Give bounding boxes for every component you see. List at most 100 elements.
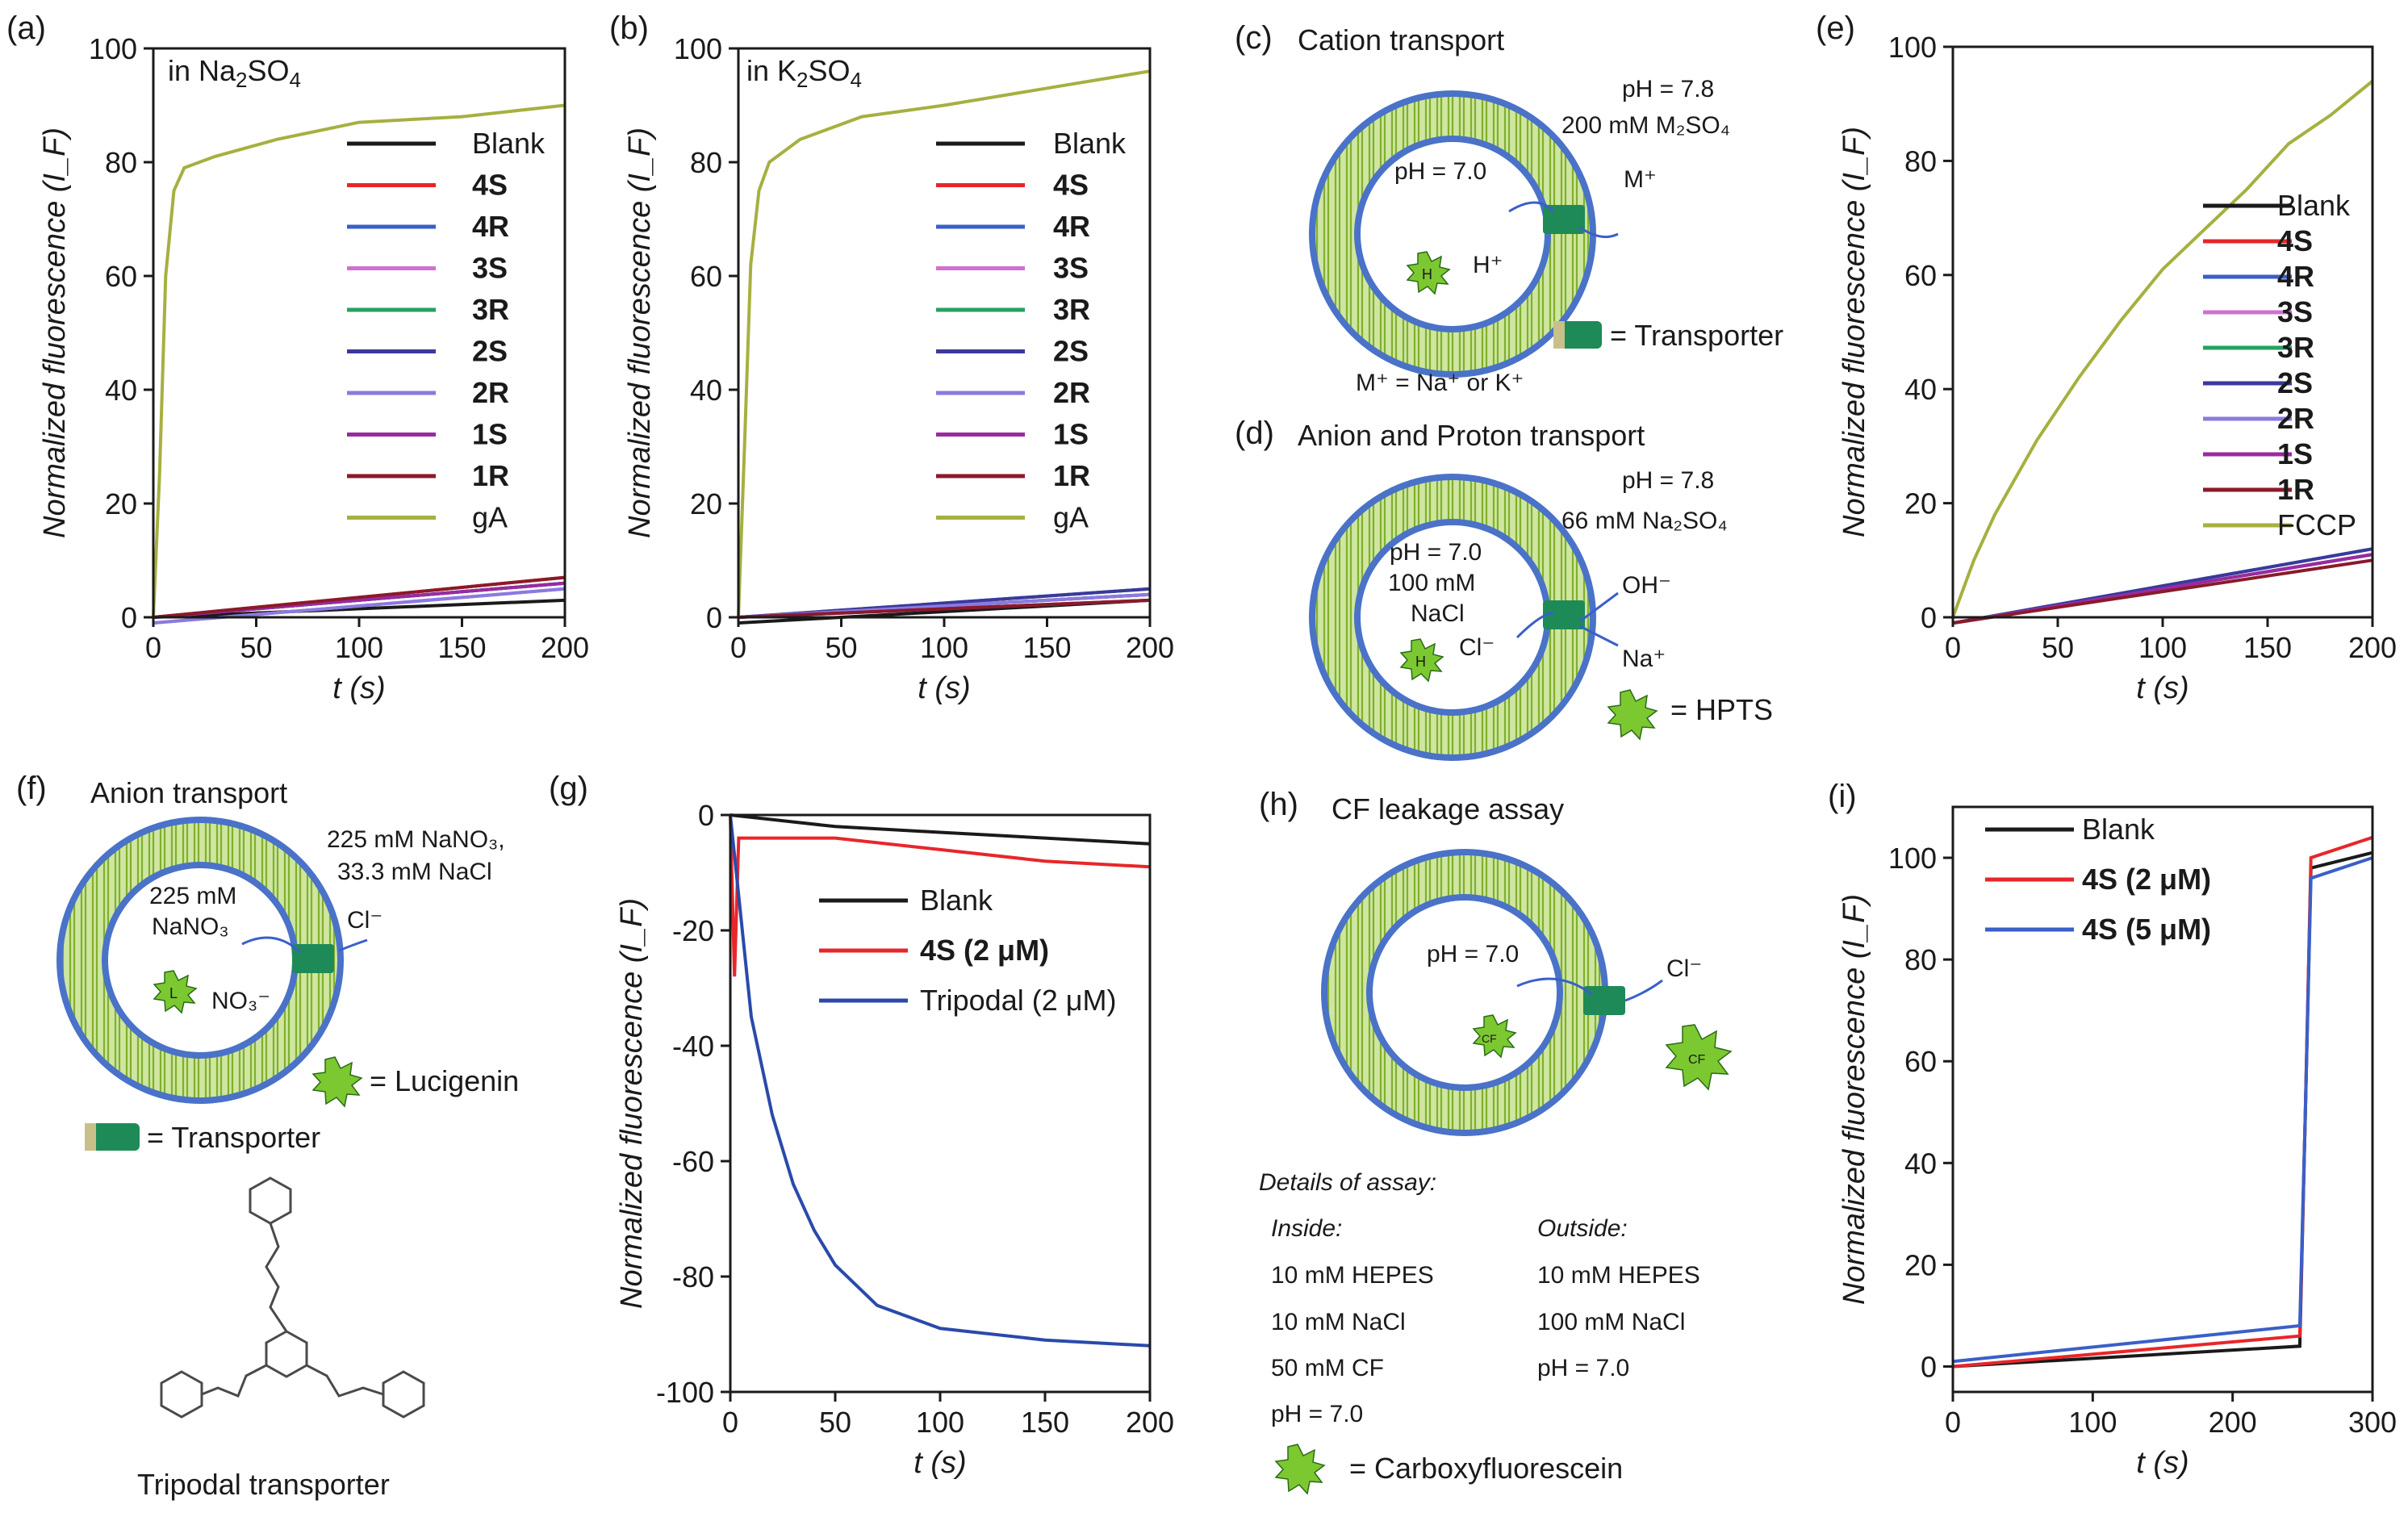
series-line-a-8: [153, 575, 566, 619]
legend-label-b-0: Blank: [1053, 127, 1127, 160]
lucigenin-legend-icon: [311, 1056, 363, 1108]
panel-d-salt-in-1: 100 mM: [1388, 570, 1475, 596]
x-tick-label-g-1: 50: [819, 1406, 851, 1439]
chart-g: 0 50 100 150 200 0 -20 -40 -60 -80 -100 t (s) Normal…: [615, 799, 1174, 1480]
legend-label-i-2: 4S (5 μM): [2082, 913, 2211, 946]
cf-dye-outside: [1665, 1024, 1733, 1091]
panel-a-tag: in Na2SO4: [168, 54, 301, 92]
legend-label-e-7: 1S: [2277, 437, 2313, 470]
panel-f-salt-in-2: NaNO₃: [152, 913, 229, 940]
chart-i: 0 100 200 300 0 20 40 60 80 100 t (s) Normalized fl…: [1837, 805, 2397, 1480]
y-tick-label-g-0: 0: [698, 799, 714, 832]
panel-f-salt-out-2: 33.3 mM NaCl: [337, 859, 492, 885]
x-tick-label-a-2: 100: [335, 631, 383, 664]
y-tick-label-g-2: -40: [672, 1030, 714, 1063]
panel-h-details-title: Details of assay:: [1259, 1169, 1436, 1196]
x-tick-label-g-0: 0: [722, 1406, 738, 1439]
legend-label-a-7: 1S: [472, 418, 508, 451]
legend-label-a-0: Blank: [472, 127, 546, 160]
legend-label-a-3: 3S: [472, 252, 508, 285]
legend-label-a-9: gA: [472, 501, 508, 534]
panel-f-ion-no3: NO₃⁻: [211, 988, 270, 1014]
y-tick-label-g-1: -20: [672, 914, 714, 947]
panel-d-salt-out: 66 mM Na₂SO₄: [1561, 508, 1728, 534]
series-line-a-0: [153, 598, 566, 619]
panel-c-salt-out: 200 mM M₂SO₄: [1561, 112, 1730, 139]
vesicle-h-lumen: [1373, 901, 1557, 1084]
arrow-c-in: [1508, 201, 1555, 213]
legend-label-b-8: 1R: [1053, 459, 1090, 492]
legend-label-e-1: 4S: [2277, 224, 2313, 257]
y-axis-label-i: Normalized fluorescence (I_F): [1837, 894, 1871, 1305]
series-line-i-2: [1952, 856, 2373, 1364]
tripodal-structure: [160, 1176, 425, 1419]
panel-d-dye-label: H: [1415, 654, 1426, 670]
x-tick-label-a-4: 200: [541, 631, 589, 664]
y-tick-label-b-0: 0: [706, 601, 722, 634]
legend-label-b-6: 2R: [1053, 376, 1090, 409]
y-tick-label-a-3: 60: [105, 260, 137, 293]
panel-h-inside-2: 50 mM CF: [1271, 1355, 1384, 1381]
transporter-legend-f: [85, 1123, 140, 1151]
arrow-h-in: [1516, 977, 1592, 996]
legend-label-b-2: 4R: [1053, 210, 1090, 243]
y-tick-label-b-2: 40: [690, 374, 722, 407]
y-tick-label-i-0: 0: [1921, 1350, 1937, 1383]
x-tick-label-b-3: 150: [1022, 631, 1071, 664]
panel-f-schematic: Anion transport 225 mM NaNO₃, 33.3 mM Na…: [56, 776, 519, 1501]
x-tick-label-e-4: 200: [2348, 631, 2397, 664]
legend-label-b-9: gA: [1053, 501, 1089, 534]
transporter-legend-c: [1553, 321, 1602, 349]
legend-label-a-5: 2S: [472, 335, 508, 368]
transporter-d: [1543, 600, 1585, 629]
legend-label-e-6: 2R: [2277, 402, 2314, 435]
y-axis-label-b: Normalized fluorescence (I_F): [623, 127, 657, 538]
panel-c-ph-in: pH = 7.0: [1394, 158, 1486, 185]
series-line-g-0: [730, 813, 1151, 846]
x-tick-label-i-0: 0: [1945, 1406, 1961, 1439]
y-tick-label-g-5: -100: [656, 1376, 714, 1409]
panel-h-legend-dye: = Carboxyfluorescein: [1349, 1452, 1623, 1485]
legend-label-e-0: Blank: [2277, 189, 2351, 222]
arrow-f-out: [241, 936, 302, 954]
y-tick-label-a-5: 100: [89, 32, 137, 65]
x-tick-label-e-1: 50: [2042, 631, 2074, 664]
panel-h-inside-1: 10 mM NaCl: [1271, 1309, 1406, 1335]
legend-label-g-2: Tripodal (2 μM): [920, 984, 1116, 1017]
panel-i-letter: (i): [1828, 779, 1857, 814]
arrow-c-out: [1579, 226, 1619, 239]
transporter-h: [1583, 986, 1625, 1015]
x-tick-label-b-1: 50: [825, 631, 857, 664]
series-line-b-8: [738, 598, 1151, 619]
x-axis-label-a: t (s): [332, 671, 385, 705]
x-tick-label-b-2: 100: [920, 631, 968, 664]
cf-legend-icon: [1274, 1444, 1326, 1495]
arrow-d-out-oh: [1579, 591, 1619, 623]
panel-b-tag: in K2SO4: [746, 54, 862, 92]
legend-label-a-6: 2R: [472, 376, 509, 409]
series-line-g-1: [729, 814, 1151, 977]
x-axis-label-i: t (s): [2136, 1446, 2189, 1480]
panel-f-title: Anion transport: [90, 776, 287, 809]
panel-d-title: Anion and Proton transport: [1298, 419, 1645, 452]
arrow-d-in: [1515, 612, 1554, 639]
legend-label-e-9: FCCP: [2277, 508, 2356, 541]
y-tick-label-e-0: 0: [1921, 601, 1937, 634]
series-line-e-8: [1952, 558, 2373, 625]
y-tick-label-g-3: -60: [672, 1145, 714, 1178]
arrow-f-in: [338, 938, 368, 952]
legend-label-g-1: 4S (2 μM): [920, 934, 1049, 967]
panel-c-legend-transporter: = Transporter: [1610, 319, 1783, 352]
panel-c-dye-label: H: [1422, 266, 1432, 282]
transporter-legend-c-cap: [1553, 321, 1565, 349]
legend-label-b-7: 1S: [1053, 418, 1089, 451]
x-axis-label-g: t (s): [913, 1446, 966, 1480]
y-tick-label-e-5: 100: [1888, 31, 1937, 64]
panel-c-title: Cation transport: [1298, 23, 1504, 56]
hpts-dye-d: [1399, 638, 1444, 683]
panel-d-ion-cl: Cl⁻: [1459, 634, 1495, 661]
y-tick-label-e-3: 60: [1904, 259, 1937, 292]
panel-d-letter: (d): [1235, 416, 1274, 451]
series-line-a-9: [152, 103, 566, 618]
